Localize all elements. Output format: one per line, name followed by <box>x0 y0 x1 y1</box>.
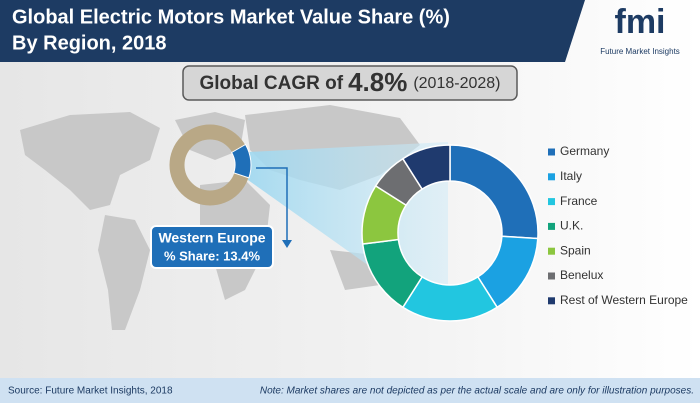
legend-label: Rest of Western Europe <box>560 293 688 307</box>
legend-swatch <box>548 247 555 255</box>
donut-segment <box>401 144 451 191</box>
callout-value: % Share: 13.4% <box>164 248 261 263</box>
logo-name: Future Market Insights <box>600 47 680 56</box>
legend-label: Benelux <box>560 268 603 282</box>
legend-label: Germany <box>560 144 609 158</box>
legend-swatch <box>548 148 555 156</box>
legend-swatch <box>548 272 555 280</box>
inset-slice <box>230 143 252 179</box>
header-band <box>0 0 585 62</box>
callout-arrow <box>282 240 292 248</box>
charts: Germany Italy France U.K. Spain Benelux Rest o… <box>169 124 688 322</box>
callout-box <box>150 225 274 269</box>
title-line: By Region, 2018 <box>12 32 167 54</box>
cagr-value: 4.8% <box>348 67 407 97</box>
legend-label: Italy <box>560 169 582 183</box>
footer-band <box>0 378 700 403</box>
logo-mark: fmi <box>615 3 666 41</box>
legend-swatch <box>548 222 555 230</box>
cagr-prefix: Global CAGR of <box>200 73 344 94</box>
legend-swatch <box>548 173 555 181</box>
callout-line <box>256 167 288 243</box>
title-line: Global Electric Motors Market Value Shar… <box>12 6 450 28</box>
callout-title: Western Europe <box>158 230 265 246</box>
note: Note: Market shares are not depicted as … <box>260 386 694 397</box>
legend-swatch <box>548 297 555 305</box>
legend-swatch <box>548 198 555 206</box>
cagr-box <box>182 65 518 101</box>
source: Source: Future Market Insights, 2018 <box>8 386 173 397</box>
legend-label: U.K. <box>560 219 583 233</box>
legend-label: Spain <box>560 243 591 257</box>
cagr-text: Global CAGR of 4.8% (2018-2028) <box>200 67 501 97</box>
legend-label: France <box>560 194 598 208</box>
cagr-period: (2018-2028) <box>413 75 500 92</box>
